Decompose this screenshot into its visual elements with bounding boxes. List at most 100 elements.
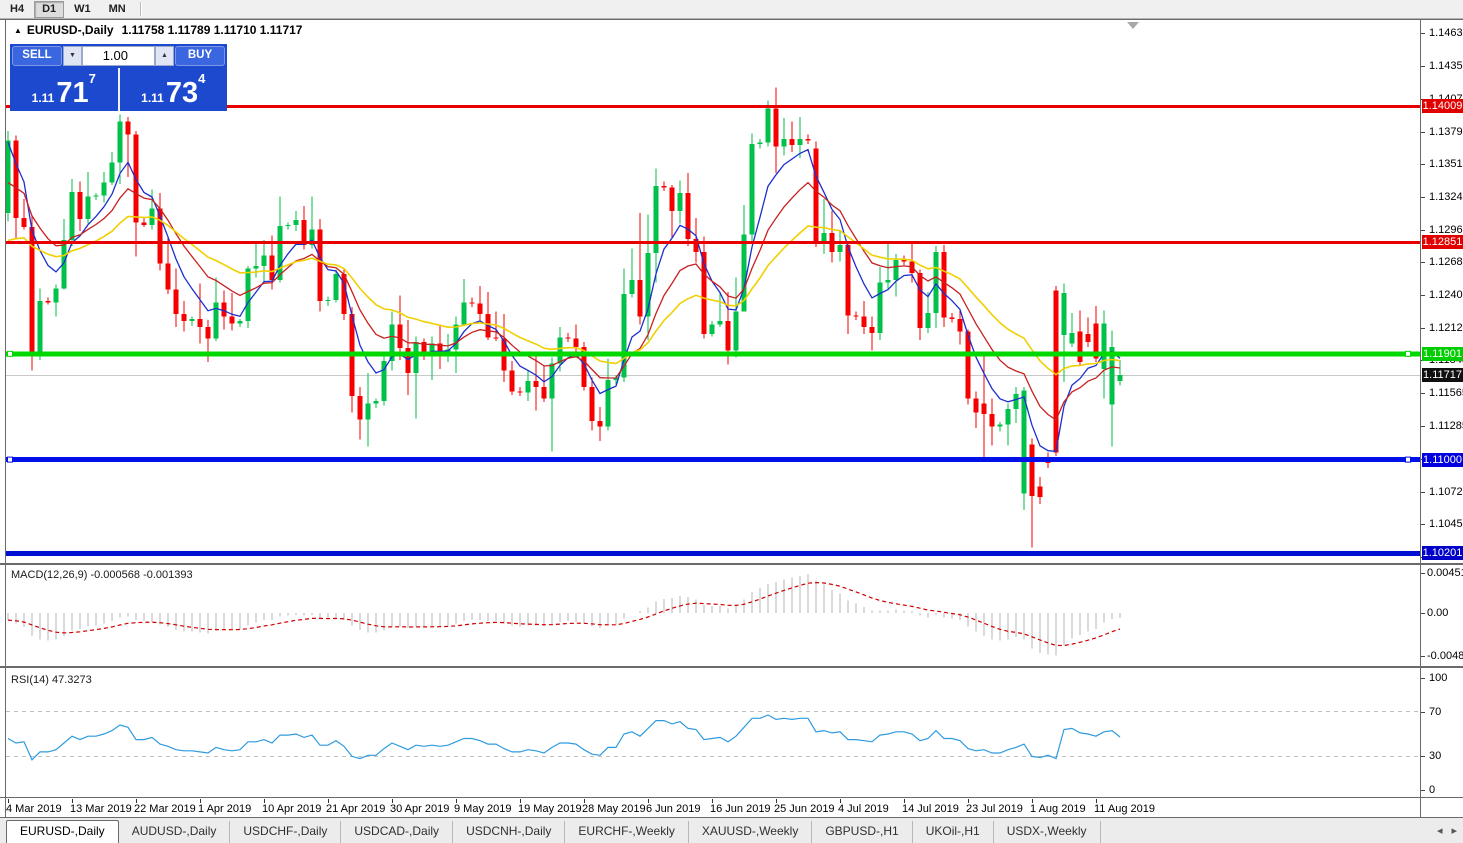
tab-scroll-controls: ◂ ▸: [1428, 824, 1457, 837]
candle-body: [1117, 375, 1123, 381]
price-axis-border: [1420, 19, 1421, 818]
candle-body: [29, 227, 35, 352]
candle-body: [229, 316, 235, 324]
candle-body: [789, 139, 795, 146]
price-tick-mark: [1421, 131, 1425, 133]
symbol-tab-audusd-daily[interactable]: AUDUSD-,Daily: [119, 821, 231, 843]
symbol-tab-gbpusd-h1[interactable]: GBPUSD-,H1: [812, 821, 913, 843]
candle-body: [629, 280, 635, 295]
candle-body: [293, 220, 299, 225]
candle-body: [613, 377, 619, 380]
candle-body: [397, 324, 403, 349]
price-badge: 1.12851: [1422, 235, 1463, 250]
candle-body: [189, 318, 195, 322]
collapse-widget-icon[interactable]: ▲: [14, 26, 22, 35]
candle-body: [709, 324, 715, 335]
macd-indicator-label: MACD(12,26,9) -0.000568 -0.001393: [11, 569, 193, 581]
candle-body: [589, 386, 595, 421]
timeframe-button-h4[interactable]: H4: [10, 2, 25, 15]
candle-body: [581, 346, 587, 387]
toolbar-divider: [139, 2, 142, 16]
candle-body: [989, 413, 995, 427]
line-handle: [1405, 350, 1411, 357]
symbol-tab-usdx-weekly[interactable]: USDX-,Weekly: [994, 821, 1101, 843]
candle-body: [477, 303, 483, 315]
sell-price-prefix: 1.11: [31, 91, 55, 105]
price-tick-label: 1.14635: [1429, 27, 1463, 39]
symbol-tab-usdcad-daily[interactable]: USDCAD-,Daily: [341, 821, 454, 843]
date-label: 19 May 2019: [518, 803, 582, 815]
date-label: 9 May 2019: [454, 803, 512, 815]
timeframe-button-mn[interactable]: MN: [108, 2, 126, 15]
chart-title: ▲ EURUSD-,Daily 1.11758 1.11789 1.11710 1.…: [14, 23, 302, 37]
one-click-top-row: SELL ▼ 1.00 ▲ BUY: [10, 44, 227, 68]
tab-scroll-left-icon[interactable]: ◂: [1436, 825, 1443, 837]
candle-body: [421, 342, 427, 354]
candle-body: [765, 108, 771, 143]
candle-body: [205, 326, 211, 339]
rsi-tick-mark: [1421, 790, 1425, 791]
rsi-tick-label: 0: [1429, 784, 1436, 796]
price-tick-label: 1.10450: [1429, 518, 1463, 531]
macd-tick-label: 0.004517: [1427, 567, 1463, 580]
candle-body: [869, 326, 875, 333]
candle-body: [173, 289, 179, 315]
timeframe-button-w1[interactable]: W1: [74, 2, 91, 15]
candle-body: [957, 318, 963, 332]
candle-body: [21, 217, 27, 228]
symbol-tab-eurchf-weekly[interactable]: EURCHF-,Weekly: [565, 821, 689, 843]
candle-body: [917, 273, 923, 329]
sell-price-button[interactable]: 1.11 71 7: [10, 68, 118, 111]
chart-left-border: [5, 19, 6, 818]
ohlc-values: 1.11758 1.11789 1.11710 1.11717: [121, 23, 303, 37]
candle-body: [525, 380, 531, 393]
buy-price-button[interactable]: 1.11 73 4: [117, 68, 227, 111]
rsi-tick-mark: [1421, 756, 1425, 758]
date-tick-mark: [1032, 799, 1033, 803]
candle-body: [197, 318, 203, 327]
candle-body: [805, 139, 811, 141]
candle-body: [741, 234, 747, 312]
line-handle: [7, 350, 13, 357]
buy-button[interactable]: BUY: [175, 46, 225, 66]
symbol-tab-xauusd-weekly[interactable]: XAUUSD-,Weekly: [689, 821, 813, 843]
price-tick-mark: [1421, 328, 1425, 330]
sell-button[interactable]: SELL: [12, 46, 62, 66]
tab-scroll-right-icon[interactable]: ▸: [1451, 825, 1457, 837]
volume-increase-button[interactable]: ▲: [155, 46, 174, 66]
candle-body: [877, 282, 883, 333]
symbol-tab-usdchf-daily[interactable]: USDCHF-,Daily: [230, 821, 342, 843]
date-label: 6 Jun 2019: [646, 803, 701, 815]
candle-body: [493, 337, 499, 339]
symbol-tab-usdcnh-daily[interactable]: USDCNH-,Daily: [453, 821, 566, 843]
price-tick-label: 1.14355: [1429, 59, 1463, 72]
volume-decrease-button[interactable]: ▼: [63, 46, 82, 66]
price-tick-label: 1.11285: [1429, 420, 1463, 433]
candle-body: [373, 400, 379, 404]
price-tick-label: 1.12120: [1429, 322, 1463, 335]
timeframe-button-d1[interactable]: D1: [34, 0, 65, 18]
date-label: 23 Jul 2019: [966, 803, 1023, 815]
candle-body: [965, 331, 971, 399]
chart-shift-marker-icon[interactable]: [1127, 22, 1139, 29]
chart-plot-area[interactable]: [0, 0, 1463, 818]
price-tick-mark: [1421, 65, 1425, 67]
candle-body: [781, 139, 787, 147]
candle-body: [597, 420, 603, 427]
price-tick-label: 1.10725: [1429, 485, 1463, 498]
price-tick-mark: [1421, 164, 1425, 166]
macd-tick-mark: [1421, 613, 1425, 614]
symbol-tab-eurusd-daily[interactable]: EURUSD-,Daily: [6, 820, 119, 843]
date-tick-mark: [456, 799, 457, 803]
candle-body: [677, 193, 683, 211]
symbol-tab-ukoil-h1[interactable]: UKOil-,H1: [913, 821, 994, 843]
candle-body: [413, 342, 419, 373]
date-tick-mark: [712, 799, 713, 803]
candle-body: [389, 324, 395, 362]
volume-input[interactable]: 1.00: [82, 46, 155, 66]
price-tick-mark: [1421, 524, 1425, 526]
candle-body: [1005, 409, 1011, 425]
candle-body: [157, 208, 163, 264]
macd-signal-line: [7, 581, 1121, 647]
candle-body: [453, 324, 459, 350]
